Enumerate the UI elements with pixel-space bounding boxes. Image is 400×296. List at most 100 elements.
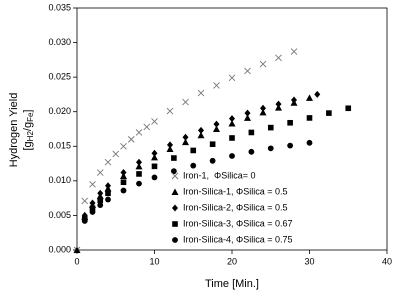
data-point bbox=[213, 120, 220, 128]
x-tick-label: 10 bbox=[149, 256, 159, 266]
data-point bbox=[89, 209, 96, 215]
data-point bbox=[287, 119, 293, 126]
data-point bbox=[151, 149, 158, 157]
x-tick-label: 40 bbox=[382, 256, 392, 266]
y-tick-label: 0.000 bbox=[48, 244, 71, 254]
data-point bbox=[89, 180, 96, 188]
data-point bbox=[151, 153, 158, 161]
data-point bbox=[135, 129, 143, 136]
data-point bbox=[306, 115, 313, 121]
plot-frame bbox=[76, 7, 388, 251]
data-point bbox=[190, 162, 197, 169]
data-point bbox=[151, 174, 158, 181]
y-tick-label: 0.015 bbox=[48, 141, 71, 151]
data-point bbox=[267, 124, 274, 131]
legend-marker bbox=[172, 221, 178, 227]
data-point bbox=[105, 196, 111, 203]
x-axis-label: Time [Min.] bbox=[205, 278, 259, 290]
data-point bbox=[136, 171, 142, 177]
data-point bbox=[96, 169, 104, 176]
data-point bbox=[228, 119, 236, 127]
legend-marker bbox=[172, 204, 178, 212]
data-point bbox=[120, 169, 127, 177]
data-point bbox=[345, 105, 352, 112]
data-point bbox=[213, 82, 220, 89]
data-point bbox=[229, 115, 235, 123]
data-point bbox=[81, 197, 89, 205]
data-point bbox=[135, 162, 143, 170]
data-point bbox=[259, 108, 267, 116]
legend-label: Iron-1, ΦSilica= 0 bbox=[183, 170, 255, 180]
data-point bbox=[259, 60, 267, 68]
data-point bbox=[190, 147, 197, 154]
data-point bbox=[198, 126, 204, 134]
y-axis-label-group: Hydrogen Yield [gH2/gFe] bbox=[8, 93, 35, 168]
data-point bbox=[244, 67, 251, 75]
y-tick-label: 0.035 bbox=[48, 2, 71, 12]
x-tick-label: 20 bbox=[227, 256, 237, 266]
data-point bbox=[166, 107, 174, 115]
data-point bbox=[287, 142, 294, 149]
y-unit-part: /g bbox=[22, 122, 34, 131]
y-axis-label: Hydrogen Yield bbox=[8, 93, 20, 168]
y-tick-label: 0.005 bbox=[48, 210, 71, 220]
data-point bbox=[248, 129, 255, 136]
data-point bbox=[209, 157, 216, 164]
data-point bbox=[166, 145, 174, 153]
data-point bbox=[136, 180, 142, 187]
data-point bbox=[291, 96, 297, 104]
y-unit-subscript: H2 bbox=[26, 131, 35, 142]
data-point bbox=[105, 182, 111, 190]
data-point bbox=[275, 54, 282, 62]
data-point bbox=[260, 104, 266, 112]
data-point bbox=[112, 150, 120, 158]
y-unit-part: [g bbox=[22, 141, 34, 150]
data-point bbox=[127, 136, 135, 143]
legend-marker bbox=[171, 188, 179, 195]
data-point bbox=[228, 74, 236, 82]
legend-marker bbox=[172, 237, 178, 243]
data-point bbox=[182, 98, 189, 106]
data-point bbox=[197, 131, 205, 139]
data-point bbox=[213, 125, 220, 132]
y-tick-label: 0.025 bbox=[48, 72, 71, 82]
data-point bbox=[290, 48, 298, 55]
data-point bbox=[209, 141, 216, 148]
data-point bbox=[229, 135, 235, 141]
data-point bbox=[244, 109, 251, 117]
y-tick-label: 0.020 bbox=[48, 106, 71, 116]
data-point bbox=[275, 100, 282, 108]
data-point bbox=[97, 202, 104, 208]
data-point bbox=[267, 145, 274, 152]
legend-label: Iron-Silica-1, ΦSilica = 0.5 bbox=[183, 186, 287, 196]
data-point bbox=[182, 133, 189, 141]
data-point bbox=[182, 138, 189, 146]
data-point bbox=[170, 168, 177, 175]
data-point bbox=[97, 189, 104, 197]
data-point bbox=[89, 205, 96, 212]
data-point bbox=[314, 90, 321, 98]
data-point bbox=[136, 158, 142, 166]
legend-label: Iron-Silica-4, ΦSilica = 0.75 bbox=[183, 234, 292, 244]
data-point bbox=[120, 187, 127, 194]
legend-label: Iron-Silica-3, ΦSilica = 0.67 bbox=[183, 218, 292, 228]
data-point bbox=[151, 163, 158, 170]
data-point bbox=[81, 218, 88, 224]
data-point bbox=[143, 123, 151, 131]
data-point bbox=[104, 158, 112, 166]
data-point bbox=[171, 155, 177, 161]
y-tick-label: 0.010 bbox=[48, 175, 71, 185]
data-point bbox=[89, 199, 96, 207]
data-point bbox=[151, 118, 158, 125]
data-point bbox=[229, 153, 235, 159]
x-tick-label: 30 bbox=[304, 256, 314, 266]
legend-marker bbox=[171, 172, 179, 180]
data-point bbox=[167, 141, 173, 149]
data-point bbox=[306, 139, 313, 146]
data-point bbox=[120, 179, 127, 186]
data-point bbox=[244, 114, 251, 121]
data-point bbox=[197, 89, 205, 97]
data-point bbox=[326, 110, 332, 116]
y-unit-part: ] bbox=[22, 109, 34, 112]
data-point bbox=[105, 190, 111, 197]
